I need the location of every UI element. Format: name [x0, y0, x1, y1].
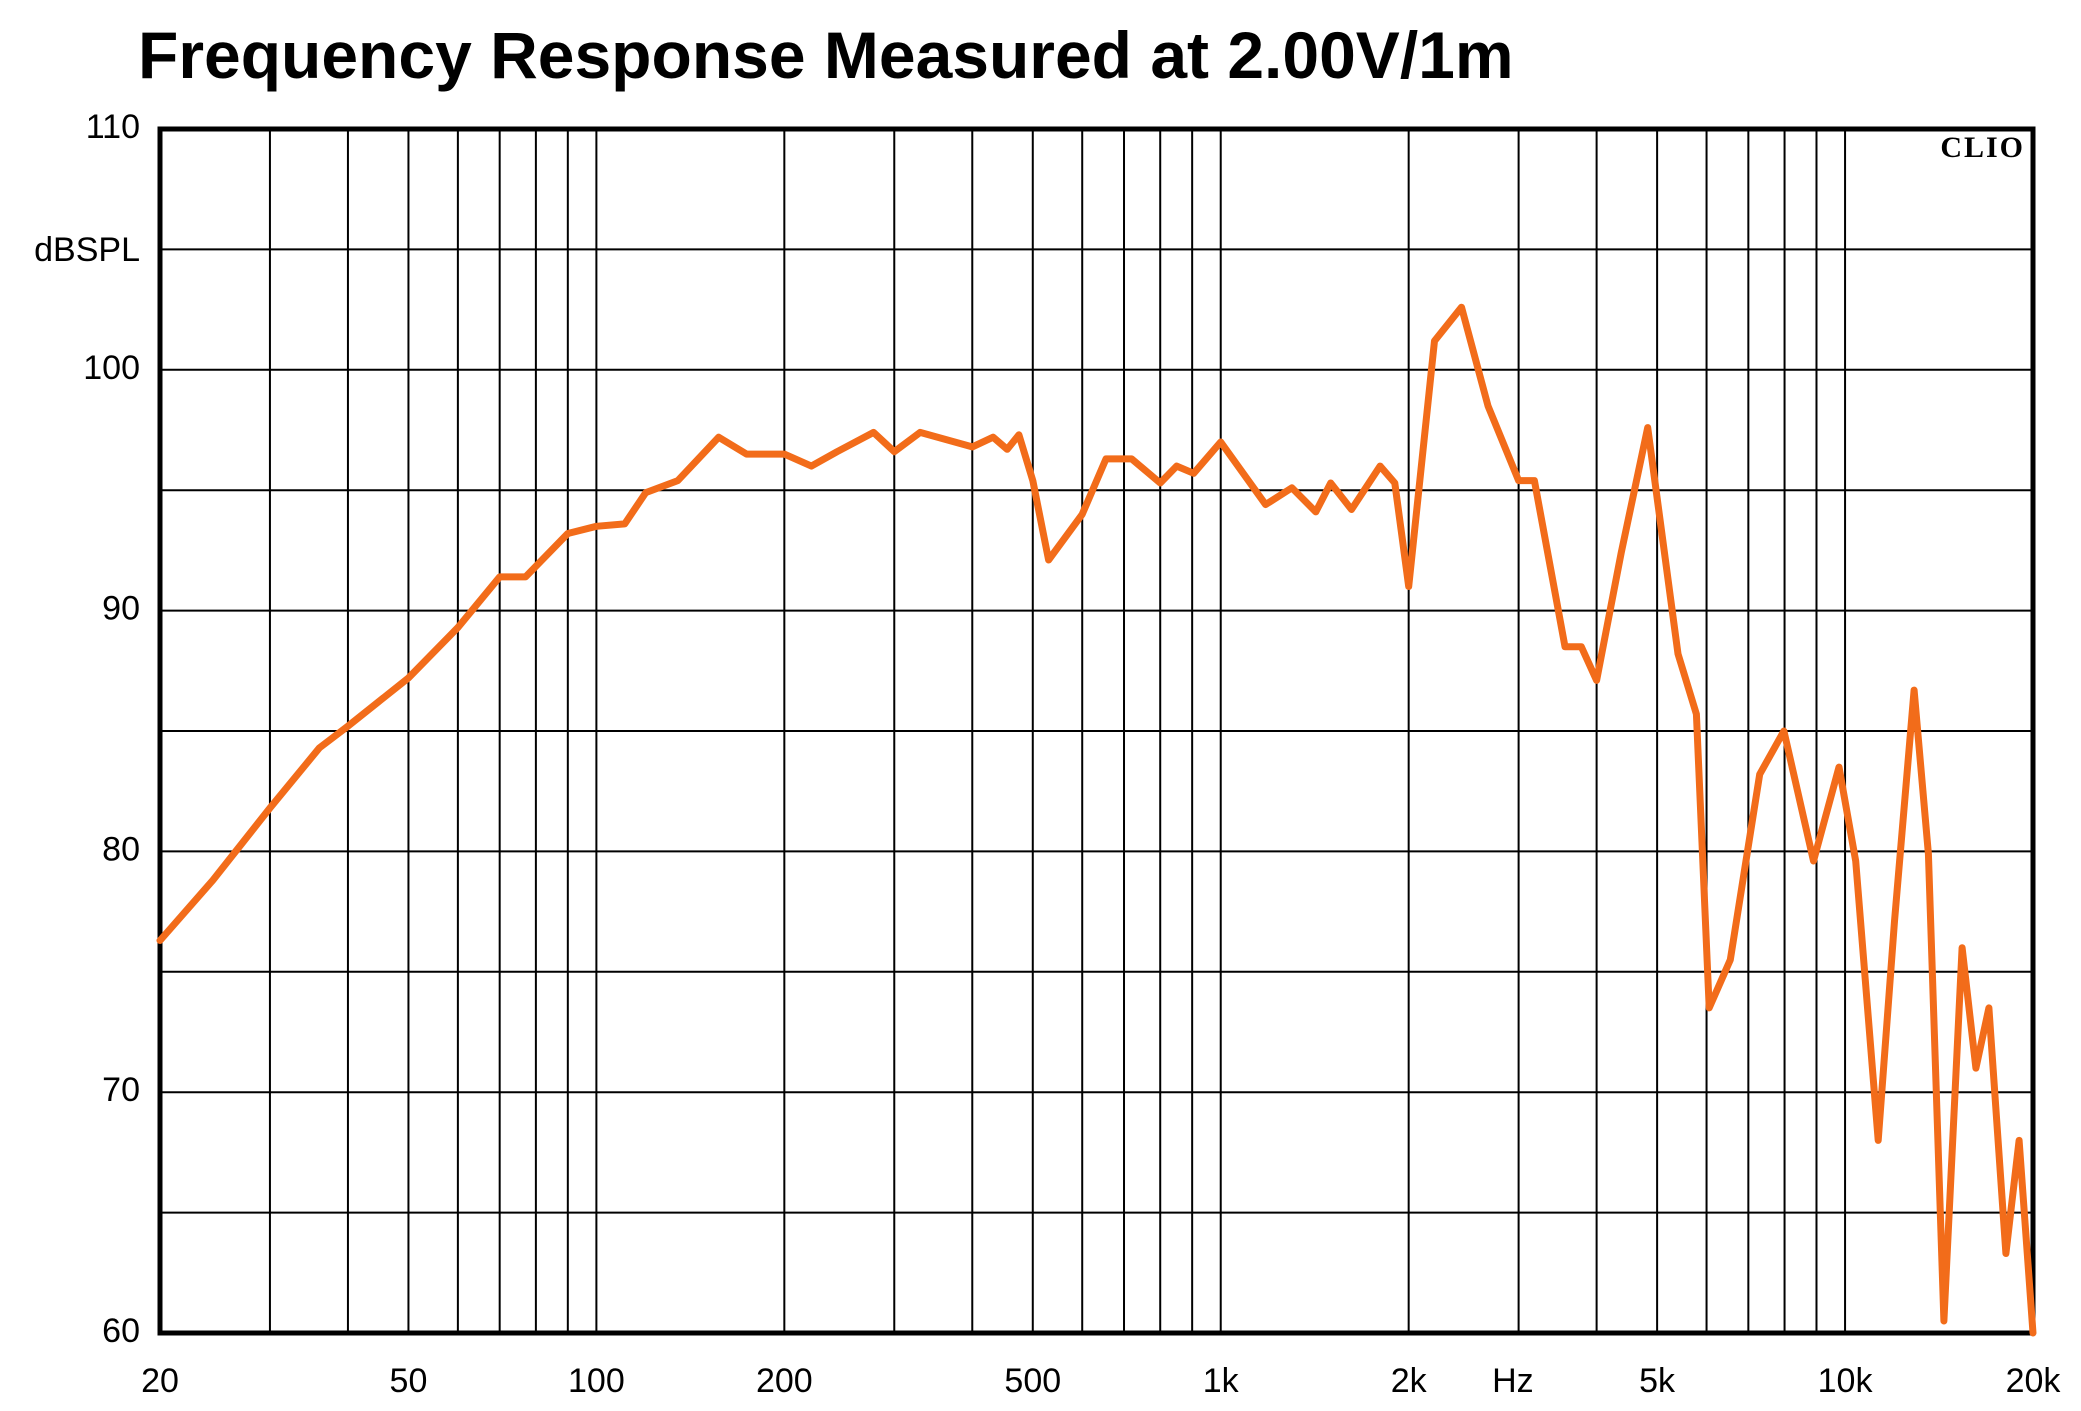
- x-tick-label: 20: [141, 1362, 179, 1400]
- chart-title: Frequency Response Measured at 2.00V/1m: [138, 18, 1514, 92]
- x-tick-label: 5k: [1639, 1362, 1676, 1400]
- watermark: CLIO: [1940, 131, 2025, 164]
- y-tick-label: 100: [83, 349, 140, 387]
- x-axis-label: Hz: [1492, 1362, 1534, 1400]
- x-tick-label: 500: [1004, 1362, 1061, 1400]
- y-tick-label: 60: [102, 1312, 140, 1350]
- x-tick-label: 20k: [2006, 1362, 2062, 1400]
- x-tick-label: 2k: [1391, 1362, 1428, 1400]
- x-tick-label: 200: [756, 1362, 813, 1400]
- plot-frame: [157, 126, 2036, 1336]
- y-tick-label: 110: [86, 108, 140, 146]
- x-tick-label: 50: [390, 1362, 428, 1400]
- x-tick-label: 10k: [1818, 1362, 1874, 1400]
- y-axis-label: dBSPL: [34, 231, 140, 269]
- y-tick-label: 70: [102, 1071, 140, 1109]
- response-line: [156, 303, 2037, 1337]
- x-tick-label: 1k: [1203, 1362, 1240, 1400]
- y-tick-label: 80: [102, 830, 140, 868]
- x-tick-label: 100: [568, 1362, 625, 1400]
- y-tick-label: 90: [102, 590, 140, 628]
